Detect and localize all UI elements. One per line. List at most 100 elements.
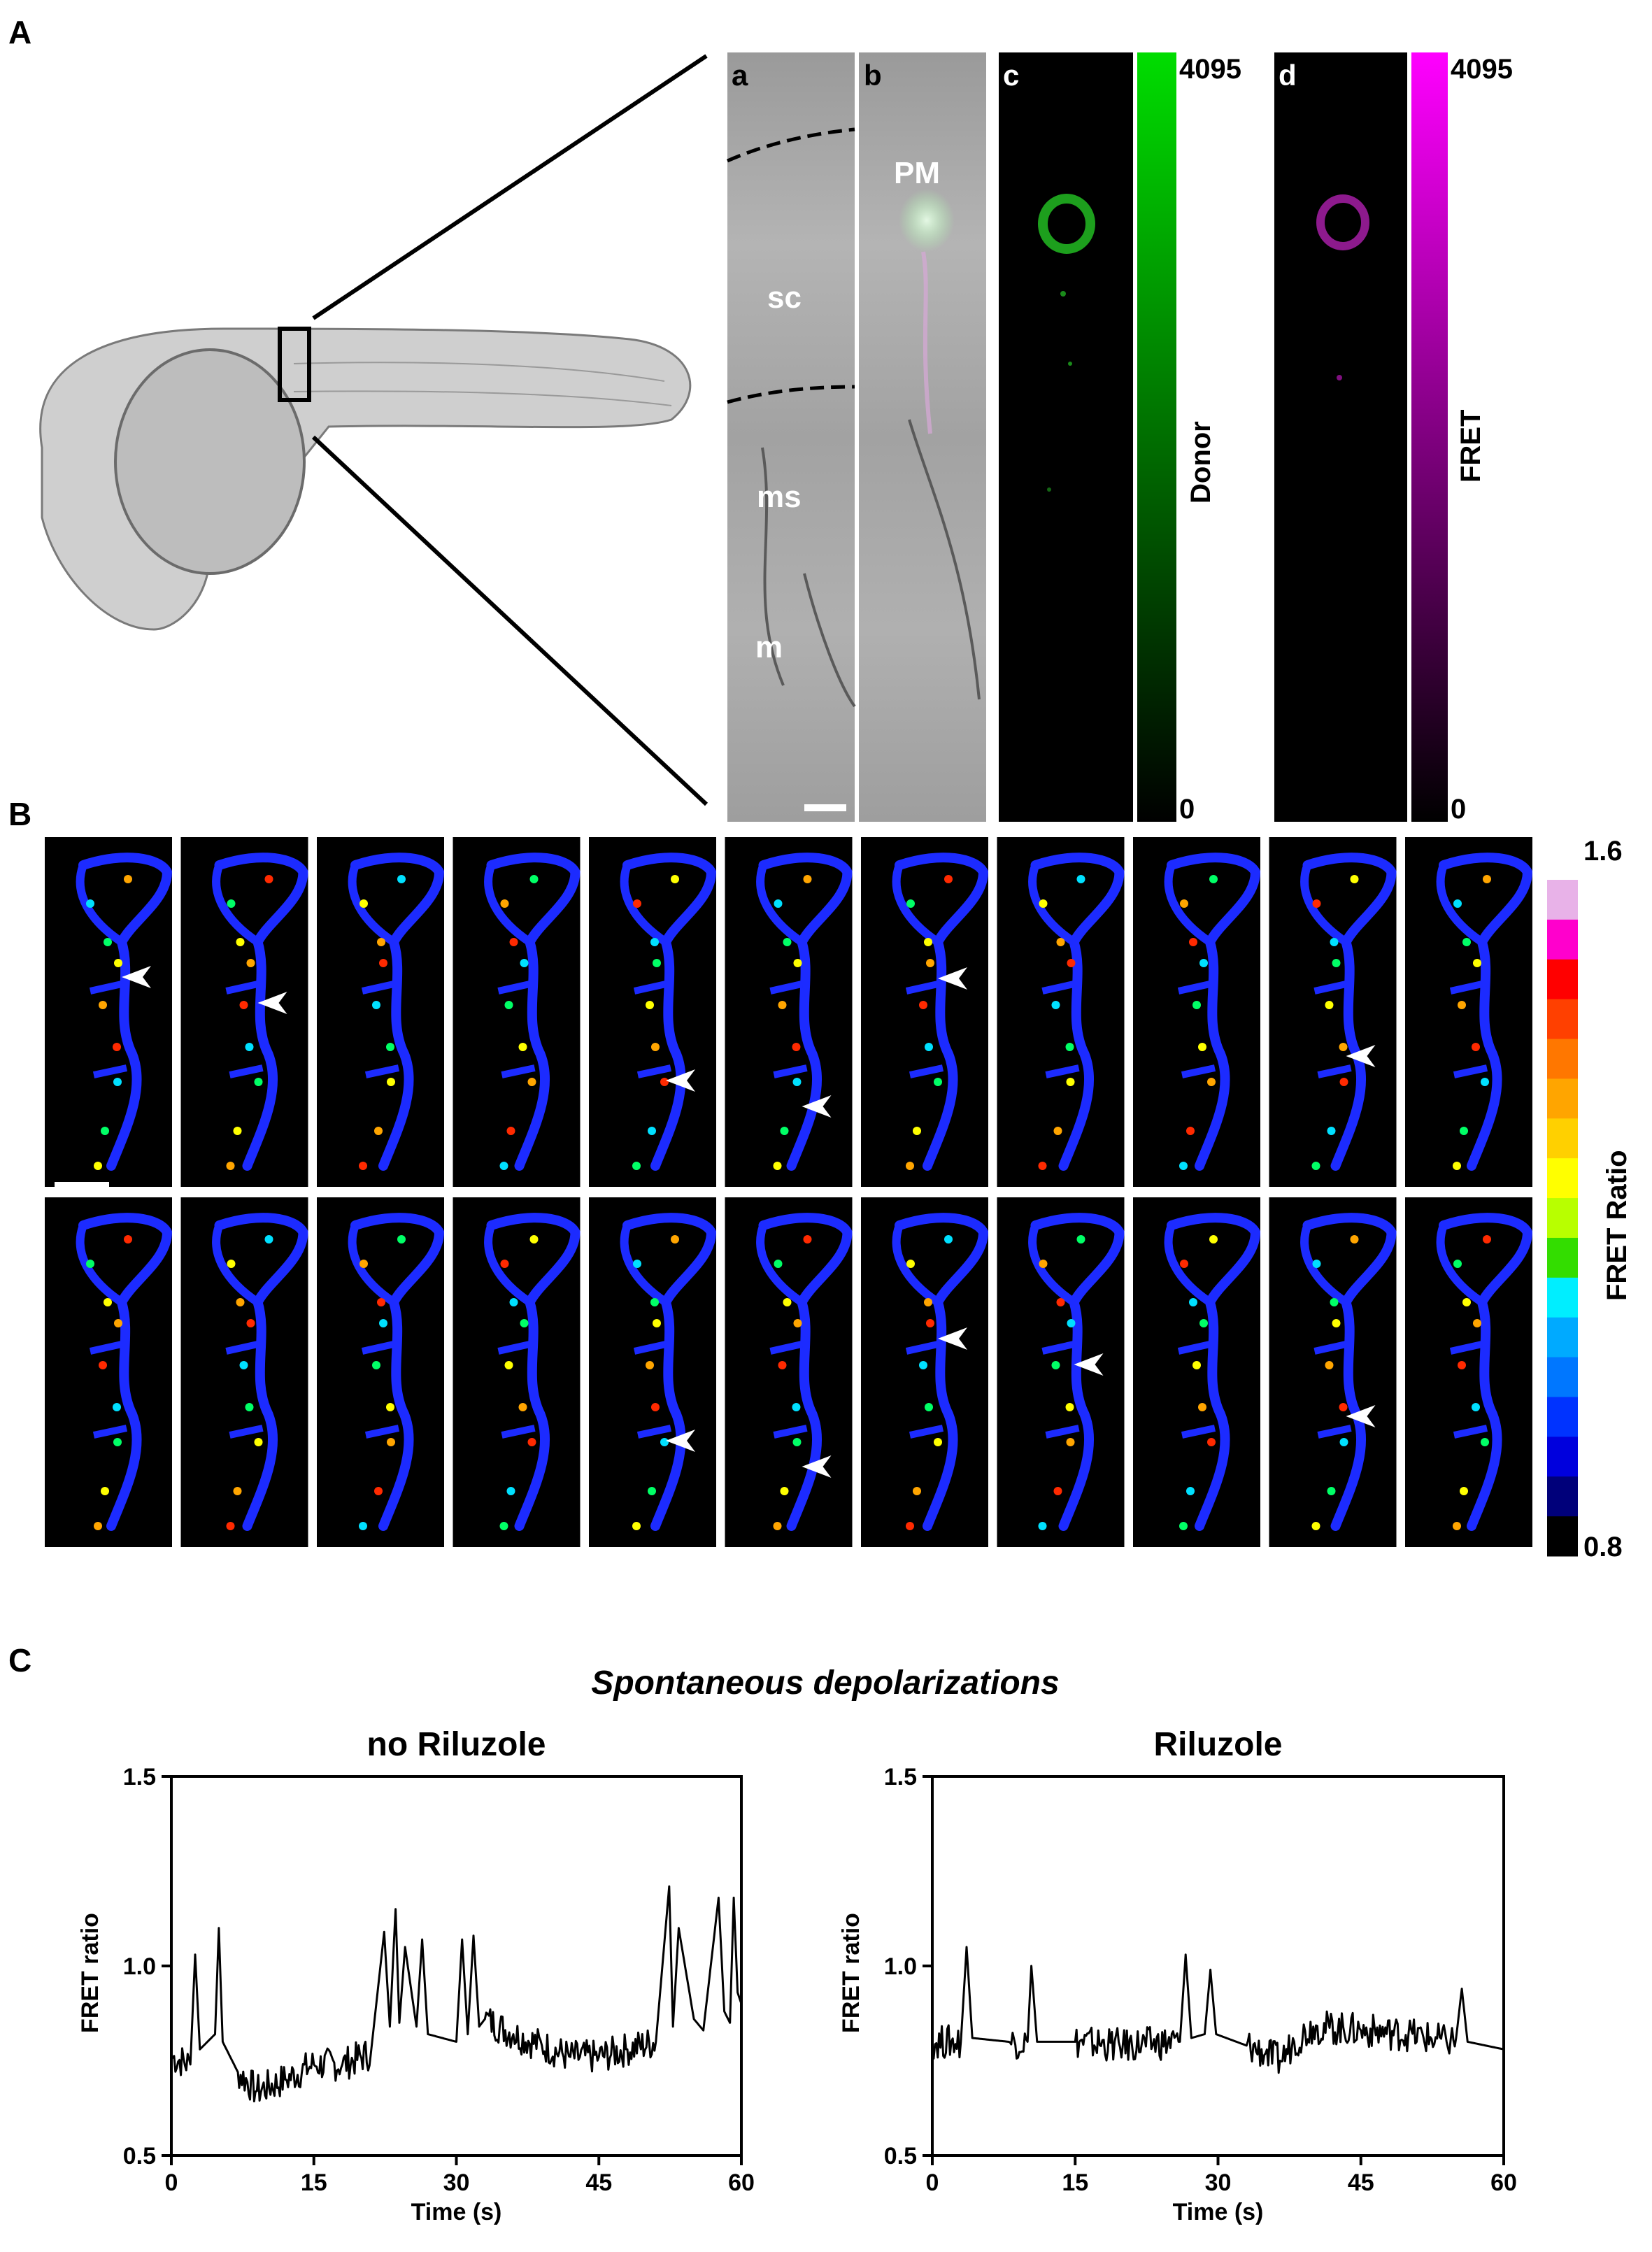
ratio-frame bbox=[180, 837, 308, 1187]
fret-ratio-time-series bbox=[45, 837, 1533, 1547]
y-tick-label: 0.5 bbox=[123, 2143, 156, 2169]
subpanel-b-letter: b bbox=[864, 59, 882, 92]
scale-bar bbox=[55, 1182, 109, 1188]
arrowhead-icon bbox=[802, 1455, 832, 1478]
ratio-frame bbox=[861, 837, 989, 1187]
y-axis-label: FRET ratio bbox=[838, 1913, 864, 2033]
y-tick-label: 1.0 bbox=[884, 1953, 917, 1980]
colorbar-step bbox=[1547, 1237, 1578, 1278]
ratio-frame bbox=[1133, 1197, 1261, 1547]
fret-ratio-charts: no Riluzole 0 15 30 45 60 0.5 1.0 1.5 Time (s) FRE… bbox=[77, 1726, 1517, 2225]
ratio-frame bbox=[1269, 1197, 1397, 1547]
ratio-frame bbox=[1269, 837, 1397, 1187]
subpanel-a-letter: a bbox=[732, 59, 748, 92]
colorbar-step bbox=[1547, 959, 1578, 1000]
panel-a-letter: A bbox=[8, 14, 31, 50]
x-tick-label: 0 bbox=[165, 2169, 178, 2196]
x-tick-label: 45 bbox=[585, 2169, 612, 2196]
x-tick-label: 30 bbox=[443, 2169, 470, 2196]
subpanel-d-fret bbox=[1274, 52, 1407, 822]
ratio-frame bbox=[861, 1197, 989, 1547]
arrowhead-icon bbox=[1346, 1045, 1376, 1067]
colorbar-step bbox=[1547, 1397, 1578, 1437]
colorbar-step bbox=[1547, 1317, 1578, 1358]
fret-ratio-colorbar-label: FRET Ratio bbox=[1602, 1150, 1632, 1301]
colorbar-step bbox=[1547, 1118, 1578, 1159]
fret-max-label: 4095 bbox=[1451, 54, 1513, 85]
ratio-frame bbox=[589, 837, 717, 1187]
colorbar-step bbox=[1547, 999, 1578, 1040]
fret-ratio-max-label: 1.6 bbox=[1583, 836, 1623, 867]
ratio-frame bbox=[45, 837, 173, 1187]
x-tick-label: 15 bbox=[301, 2169, 327, 2196]
x-tick-label: 60 bbox=[728, 2169, 755, 2196]
label-m: m bbox=[755, 630, 783, 664]
ratio-frame bbox=[180, 1197, 308, 1547]
colorbar-step bbox=[1547, 1078, 1578, 1119]
scale-bar bbox=[804, 804, 846, 811]
ratio-frame bbox=[997, 1197, 1125, 1547]
x-tick-label: 30 bbox=[1205, 2169, 1232, 2196]
region-of-interest-box bbox=[278, 327, 311, 402]
fret-min-label: 0 bbox=[1451, 794, 1466, 825]
subpanel-c-donor bbox=[999, 52, 1133, 822]
y-tick-label: 1.0 bbox=[123, 1953, 156, 1980]
fret-ratio-trace bbox=[931, 1946, 1504, 2074]
zoom-line-top bbox=[312, 54, 708, 320]
colorbar-step bbox=[1547, 880, 1578, 920]
fret-ratio-min-label: 0.8 bbox=[1583, 1532, 1623, 1562]
arrowhead-icon bbox=[122, 966, 151, 988]
x-tick-label: 45 bbox=[1348, 2169, 1374, 2196]
colorbar-step bbox=[1547, 919, 1578, 960]
arrowhead-icon bbox=[1346, 1405, 1376, 1427]
arrowhead-icon bbox=[666, 1430, 695, 1452]
ratio-frame bbox=[317, 1197, 445, 1547]
ratio-frame bbox=[725, 1197, 853, 1547]
colorbar-step bbox=[1547, 1277, 1578, 1318]
ratio-frame bbox=[1405, 837, 1533, 1187]
zebrafish-embryo-image bbox=[39, 327, 692, 631]
arrowhead-icon bbox=[1074, 1353, 1104, 1376]
fret-bar-label: FRET bbox=[1455, 410, 1486, 483]
colorbar-step bbox=[1547, 1039, 1578, 1079]
subpanel-a-brightfield bbox=[726, 52, 856, 822]
donor-bar-label: Donor bbox=[1185, 421, 1216, 504]
y-axis-label: FRET ratio bbox=[77, 1913, 104, 2033]
x-tick-label: 60 bbox=[1490, 2169, 1517, 2196]
subpanel-b-merge bbox=[859, 52, 986, 822]
y-tick-label: 0.5 bbox=[884, 2143, 917, 2169]
ratio-frame bbox=[317, 837, 445, 1187]
label-pm: PM bbox=[894, 156, 940, 190]
plot-frame bbox=[931, 1775, 1505, 2157]
fret-ratio-colorbar bbox=[1547, 880, 1578, 1557]
zoom-line-bottom bbox=[311, 435, 708, 806]
ratio-frame bbox=[589, 1197, 717, 1547]
ratio-frame bbox=[725, 837, 853, 1187]
x-tick-label: 0 bbox=[926, 2169, 939, 2196]
subpanel-c-letter: c bbox=[1003, 59, 1019, 92]
colorbar-step bbox=[1547, 1198, 1578, 1239]
chart-title: Riluzole bbox=[1153, 1726, 1282, 1763]
line-chart: Riluzole 0 15 30 45 60 0.5 1.0 1.5 Time (s) FRET r… bbox=[838, 1726, 1517, 2225]
x-axis-label: Time (s) bbox=[1173, 2199, 1264, 2225]
donor-max-label: 4095 bbox=[1179, 54, 1241, 85]
y-tick-label: 1.5 bbox=[884, 1764, 917, 1790]
fret-ratio-trace bbox=[171, 1885, 743, 2102]
ratio-frame bbox=[453, 837, 581, 1187]
donor-colorbar bbox=[1137, 52, 1176, 822]
x-axis-label: Time (s) bbox=[411, 2199, 502, 2225]
panel-c-letter: C bbox=[8, 1642, 31, 1679]
colorbar-step bbox=[1547, 1516, 1578, 1557]
colorbar-step bbox=[1547, 1357, 1578, 1397]
fret-colorbar bbox=[1411, 52, 1448, 822]
ratio-frame bbox=[1405, 1197, 1533, 1547]
colorbar-step bbox=[1547, 1437, 1578, 1477]
colorbar-step bbox=[1547, 1158, 1578, 1199]
label-sc: sc bbox=[767, 280, 802, 315]
donor-min-label: 0 bbox=[1179, 794, 1195, 825]
colorbar-step bbox=[1547, 1476, 1578, 1517]
x-tick-label: 15 bbox=[1062, 2169, 1088, 2196]
panel-b-letter: B bbox=[8, 796, 31, 832]
arrowhead-icon bbox=[938, 967, 967, 990]
